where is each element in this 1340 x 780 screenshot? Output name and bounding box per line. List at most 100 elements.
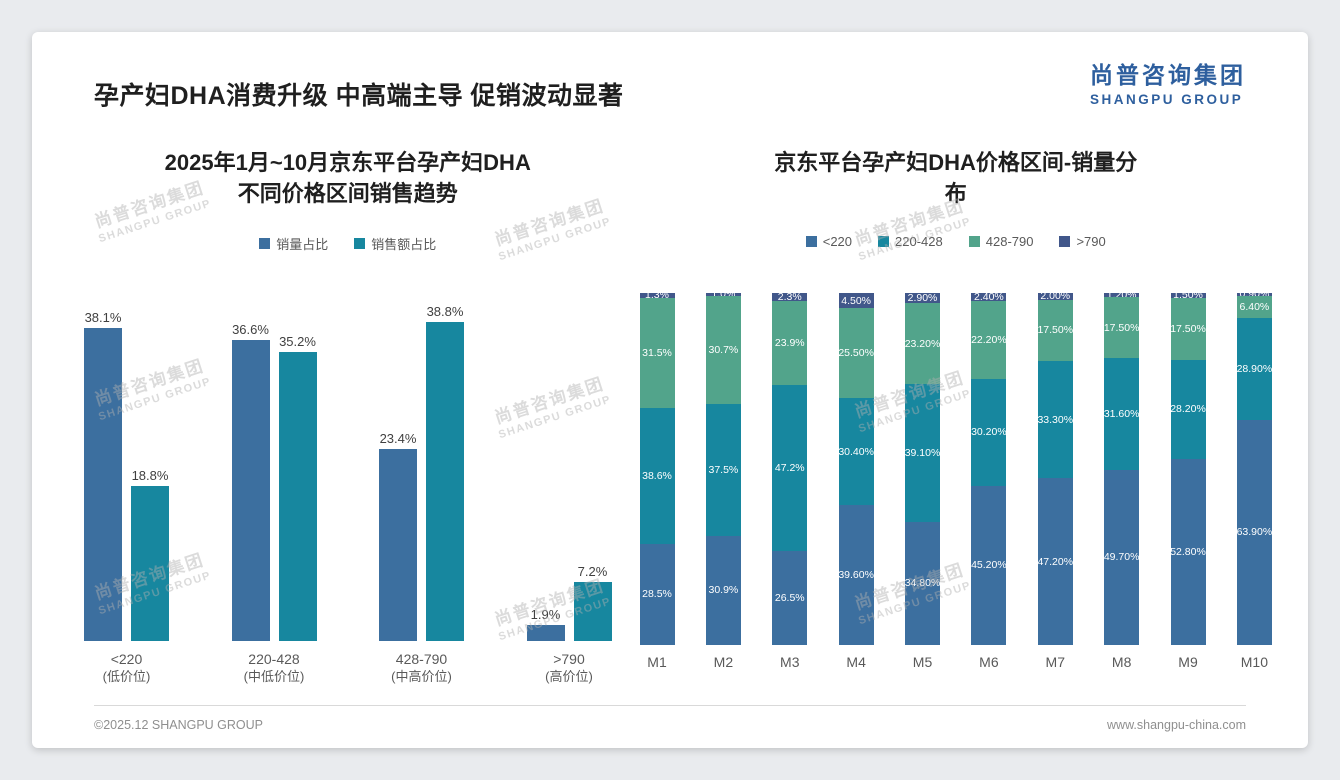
stacked-bar-segment: 2.00%: [1037, 290, 1073, 302]
x-axis-label: M5: [912, 653, 933, 670]
category-name: >790: [553, 650, 585, 667]
stacked-bar: 45.20% 30.20% 22.20% 2.40%: [971, 291, 1007, 645]
x-axis-label: M6: [979, 653, 999, 670]
stacked-bar-segment: 47.2%: [772, 385, 808, 552]
stacked-bar-column: 26.5% 47.2% 23.9% 2.3% M3: [772, 291, 808, 670]
segment-label: 23.20%: [904, 337, 941, 350]
stacked-bar: 47.20% 33.30% 17.50% 2.00%: [1037, 290, 1074, 645]
stacked-bar: 30.9% 37.5% 30.7% 1.0%: [705, 288, 741, 645]
legend-swatch: [354, 237, 366, 249]
legend-item: 428-790: [968, 233, 1034, 249]
bar-value-label: 35.2%: [279, 333, 316, 349]
segment-label: 4.50%: [841, 294, 872, 307]
bar: [573, 581, 612, 641]
stacked-bar-segment: 30.20%: [971, 379, 1007, 486]
x-axis-label: M8: [1111, 653, 1132, 670]
legend-item: 销量占比: [259, 234, 328, 253]
stacked-bar: 39.60% 30.40% 25.50% 4.50%: [838, 292, 874, 645]
stacked-bar-column: 34.80% 39.10% 23.20% 2.90% M5: [904, 291, 941, 670]
bar-column: 1.9%: [526, 607, 565, 641]
x-axis-label: M2: [713, 653, 734, 670]
stacked-bar-segment: 26.5%: [772, 551, 808, 645]
stacked-bar: 26.5% 47.2% 23.9% 2.3%: [772, 291, 808, 645]
stacked-bar-segment: 39.10%: [905, 384, 940, 523]
category-sublabel: (低价位): [102, 669, 151, 685]
category-name: <220: [110, 650, 143, 667]
bar-group: 36.6% 35.2% 220-428 (中低价位): [231, 263, 317, 686]
legend-item: 220-428: [878, 234, 943, 249]
stacked-bar-column: 28.5% 38.6% 31.5% 1.3% M1: [639, 289, 675, 670]
legend-label: >790: [1076, 233, 1106, 249]
segment-label: 31.60%: [1103, 408, 1140, 421]
segment-label: 6.40%: [1239, 301, 1270, 313]
stacked-bar-segment: 39.60%: [838, 505, 874, 645]
legend-swatch: [968, 235, 980, 247]
stacked-bar-segment: 17.50%: [1104, 296, 1139, 359]
logo-en-text: SHANGPU GROUP: [1090, 92, 1244, 107]
x-axis-label: <220 (低价位): [103, 650, 151, 686]
footer-website: www.shangpu-china.com: [1107, 718, 1246, 732]
stacked-bar-segment: 28.20%: [1170, 359, 1206, 459]
x-axis-label: M9: [1178, 653, 1198, 670]
segment-label: 33.30%: [1037, 413, 1074, 426]
stacked-bar: 52.80% 28.20% 17.50% 1.50%: [1170, 289, 1206, 645]
bar-group: 1.9% 7.2% >790 (高价位): [526, 263, 612, 686]
stacked-bar-segment: 31.5%: [639, 297, 675, 409]
bar-value-label: 7.2%: [577, 563, 608, 579]
segment-label: 47.2%: [774, 462, 805, 475]
segment-label: 26.5%: [774, 591, 805, 604]
legend-label: 428-790: [985, 233, 1034, 249]
stacked-bar: 28.5% 38.6% 31.5% 1.3%: [639, 289, 675, 645]
bar-column: 38.1%: [84, 310, 122, 641]
x-axis-label: M10: [1240, 653, 1268, 670]
stacked-bar-segment: 2.40%: [971, 291, 1007, 303]
legend-item: >790: [1059, 233, 1106, 249]
bar: [278, 351, 317, 641]
stacked-bar-segment: 63.90%: [1236, 419, 1273, 645]
slide: 尚普咨询集团 SHANGPU GROUP 尚普咨询集团 SHANGPU GROUP 尚普…: [32, 32, 1308, 748]
stacked-bar-column: 63.90% 28.90% 6.40% 0.90% M10: [1236, 288, 1273, 670]
logo-cn-text: 尚普咨询集团: [1090, 62, 1246, 88]
stacked-bar-column: 52.80% 28.20% 17.50% 1.50% M9: [1170, 289, 1206, 670]
footer-copyright: ©2025.12 SHANGPU GROUP: [94, 718, 263, 732]
stacked-bar-segment: 33.30%: [1037, 361, 1074, 479]
segment-label: 34.80%: [904, 577, 941, 590]
stacked-bar-segment: 37.5%: [705, 404, 741, 536]
segment-label: 28.20%: [1170, 403, 1206, 416]
bar-pair: 1.9% 7.2%: [526, 263, 612, 641]
stacked-bar-segment: 52.80%: [1170, 458, 1206, 645]
stacked-bar-segment: 25.50%: [838, 308, 874, 399]
stacked-bar-segment: 23.20%: [904, 302, 941, 385]
left-chart-title: 2025年1月~10月京东平台孕产妇DHA 不同价格区间销售趋势: [164, 150, 531, 206]
segment-label: 52.80%: [1170, 545, 1206, 558]
stacked-bar-segment: 30.7%: [705, 296, 741, 405]
bar-pair: 23.4% 38.8%: [379, 263, 464, 641]
bar: [526, 625, 565, 641]
stacked-bar: 34.80% 39.10% 23.20% 2.90%: [904, 291, 941, 645]
bar: [131, 486, 169, 641]
segment-label: 2.90%: [907, 291, 938, 304]
segment-label: 30.40%: [838, 445, 874, 458]
x-axis-label: 428-790 (中高价位): [391, 650, 452, 686]
segment-label: 45.20%: [971, 559, 1007, 572]
bar-value-label: 23.4%: [379, 430, 417, 446]
slide-header: 孕产妇DHA消费升级 中高端主导 促销波动显著 尚普咨询集团 SHANGPU G…: [32, 32, 1308, 112]
segment-label: 30.20%: [971, 426, 1007, 439]
bar-group: 23.4% 38.8% 428-790 (中高价位): [379, 263, 464, 686]
segment-label: 17.50%: [1037, 324, 1074, 337]
segment-label: 38.6%: [642, 470, 672, 483]
stacked-bar-segment: 28.90%: [1237, 318, 1272, 420]
stacked-bar-segment: 34.80%: [904, 522, 941, 645]
stacked-bar-column: 49.70% 31.60% 17.50% 1.20% M8: [1103, 289, 1140, 670]
stacked-bar-segment: 6.40%: [1236, 295, 1272, 319]
x-axis-label: >790 (高价位): [545, 650, 593, 686]
bar-column: 38.8%: [426, 304, 464, 641]
category-sublabel: (高价位): [545, 669, 593, 685]
bar-pair: 36.6% 35.2%: [231, 263, 317, 641]
stacked-bar-segment: 23.9%: [772, 301, 808, 386]
segment-label: 47.20%: [1037, 555, 1074, 568]
segment-label: 63.90%: [1236, 526, 1273, 539]
legend-item: <220: [805, 234, 852, 249]
right-chart-title: 京东平台孕产妇DHA价格区间-销量分 布: [774, 150, 1138, 206]
bar-group: 38.1% 18.8% <220 (低价位): [84, 263, 169, 686]
